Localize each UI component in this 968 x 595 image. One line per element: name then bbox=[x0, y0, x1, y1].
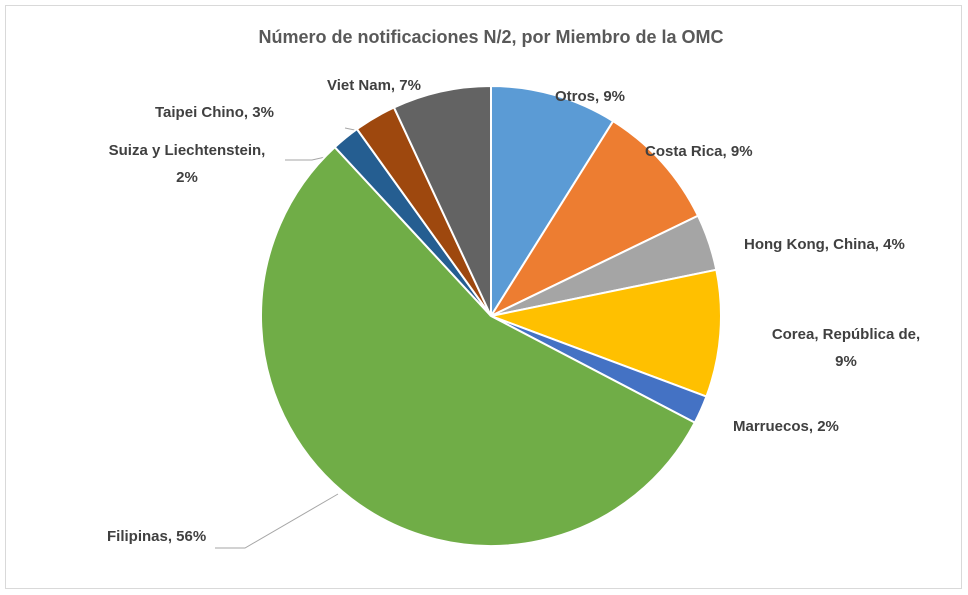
pie-slice bbox=[488, 119, 700, 319]
data-label: Otros, 9% bbox=[555, 88, 625, 105]
data-label: Corea, República de, 9% bbox=[772, 326, 920, 370]
chart-title: Número de notificaciones N/2, por Miembr… bbox=[258, 27, 723, 47]
pie-slice bbox=[392, 84, 492, 317]
leader-line bbox=[215, 493, 339, 549]
data-label: Suiza y Liechtenstein, 2% bbox=[109, 142, 266, 186]
data-label: Viet Nam, 7% bbox=[327, 77, 421, 94]
data-label: Hong Kong, China, 4% bbox=[744, 236, 905, 253]
pie-slice bbox=[487, 268, 722, 398]
data-label: Marruecos, 2% bbox=[733, 418, 839, 435]
data-label: Filipinas, 56% bbox=[107, 528, 206, 545]
pie-slice bbox=[490, 84, 615, 320]
data-label: Costa Rica, 9% bbox=[645, 143, 753, 160]
pie-slice bbox=[260, 145, 697, 547]
data-label: Taipei Chino, 3% bbox=[155, 104, 274, 121]
